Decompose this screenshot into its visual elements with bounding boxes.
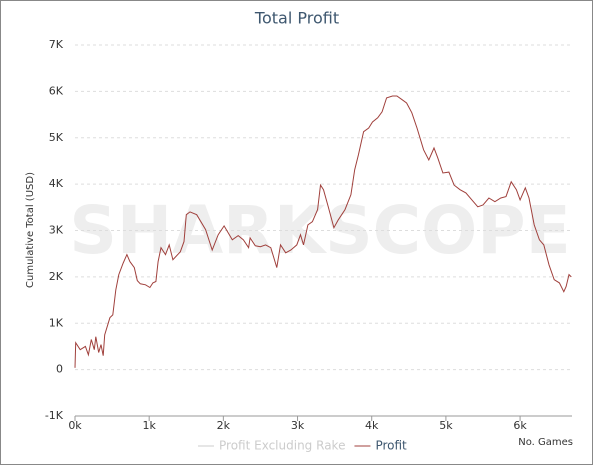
y-tick-label: 0	[56, 363, 63, 376]
x-tick-label: 4k	[365, 419, 379, 432]
y-tick-label: 4K	[49, 177, 64, 190]
y-tick-label: 2K	[49, 270, 64, 283]
x-tick-label: 5k	[439, 419, 453, 432]
y-axis-label: Cumulative Total (USD)	[25, 172, 36, 288]
watermark: SHARKSCOPE	[69, 192, 570, 269]
y-tick-label: 1K	[49, 316, 64, 329]
y-tick-label: 5K	[49, 131, 64, 144]
y-tick-label: 6K	[49, 84, 64, 97]
y-tick-label: 3K	[49, 224, 64, 237]
profit-line	[74, 95, 572, 368]
chart-title: Total Profit	[254, 9, 339, 28]
legend-label: Profit Excluding Rake	[219, 439, 345, 453]
x-tick-label: 6k	[513, 419, 527, 432]
y-tick-label: 7K	[49, 38, 64, 51]
legend-label: Profit	[375, 439, 407, 453]
x-axis-label: No. Games	[518, 437, 573, 448]
x-tick-label: 3k	[291, 419, 305, 432]
x-tick-label: 1k	[142, 419, 156, 432]
x-tick-label: 0k	[68, 419, 82, 432]
x-tick-label: 2k	[217, 419, 231, 432]
y-tick-label: -1K	[45, 409, 64, 422]
